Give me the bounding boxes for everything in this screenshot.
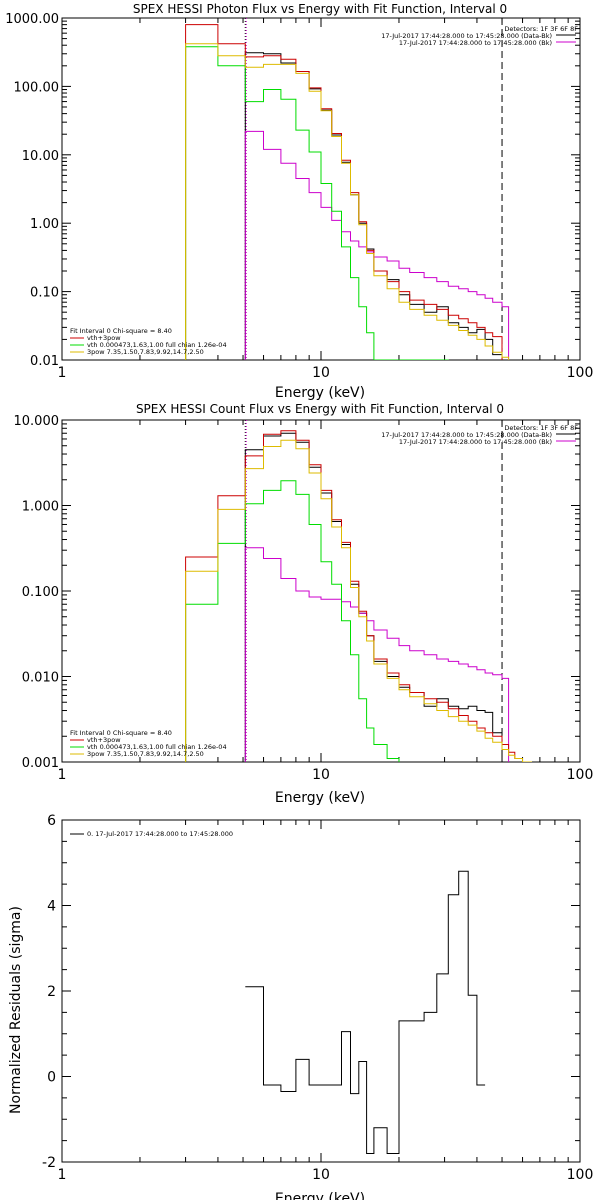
x-tick-label: 100 [567, 1167, 594, 1183]
y-tick-label: 4 [47, 899, 56, 915]
photon-flux-panel: SPEX HESSI Photon Flux vs Energy with Fi… [5, 2, 593, 401]
photon-flux-xlabel: Energy (keV) [275, 385, 365, 401]
y-tick-label: 100.00 [14, 80, 60, 95]
series-vth-3pow-line [185, 24, 503, 360]
series-bk-line [244, 547, 510, 762]
count-flux-legend-right-entry-2: 17-Jul-2017 17:44:28.000 to 17:45:28.000… [399, 438, 552, 446]
y-tick-label: -2 [42, 1155, 56, 1171]
series-3pow-line [185, 439, 532, 762]
residuals-legend-entry-1: 0. 17-Jul-2017 17:44:28.000 to 17:45:28.… [87, 830, 233, 838]
photon-flux-legend-left-entry-2: vth 0.000473,1.63,1.00 full chian 1.26e-… [87, 341, 227, 349]
y-tick-label: 0.001 [22, 756, 59, 771]
count-flux-legend-left-entry-2: vth 0.000473,1.63,1.00 full chian 1.26e-… [87, 743, 227, 751]
photon-flux-legend-left-entry-3: 3pow 7.35,1.50,7.83,9.92,14.7,2.50 [87, 348, 204, 356]
y-tick-label: 2 [47, 984, 56, 1000]
count-flux-panel: SPEX HESSI Count Flux vs Energy with Fit… [14, 402, 594, 806]
residuals-ylabel: Normalized Residuals (sigma) [8, 906, 24, 1114]
count-flux-legend-left-entry-3: 3pow 7.35,1.50,7.83,9.92,14.7,2.50 [87, 750, 204, 758]
y-tick-label: 1000.00 [5, 12, 59, 27]
y-tick-label: 0.100 [22, 585, 59, 600]
photon-flux-title: SPEX HESSI Photon Flux vs Energy with Fi… [133, 2, 507, 16]
series-vth-line [185, 480, 400, 762]
photon-flux-legend-right-header: Detectors: 1F 3F 6F 8F [504, 25, 578, 33]
residuals-xlabel: Energy (keV) [275, 1191, 365, 1200]
series-bk-line [244, 130, 510, 360]
y-tick-label: 10.000 [14, 414, 60, 429]
x-tick-label: 1 [58, 365, 67, 381]
count-flux-xlabel: Energy (keV) [275, 790, 365, 806]
photon-flux-legend-right-entry-2: 17-Jul-2017 17:44:28.000 to 17:45:28.000… [399, 39, 552, 47]
x-tick-label: 1 [58, 767, 67, 783]
y-tick-label: 0.10 [30, 286, 59, 301]
x-tick-label: 100 [567, 365, 594, 381]
y-tick-label: 1.000 [22, 500, 59, 515]
photon-flux-legend-left-header: Fit Interval 0 Chi-square = 8.40 [70, 327, 172, 335]
count-flux-legend-left-entry-1: vth+3pow [87, 736, 121, 744]
x-tick-label: 100 [567, 767, 594, 783]
y-tick-label: 0.010 [22, 671, 59, 686]
count-flux-legend-right-entry-1: 17-Jul-2017 17:44:28.000 to 17:45:28.000… [381, 431, 552, 439]
y-tick-label: 10.00 [22, 149, 59, 164]
photon-flux-legend-left-entry-1: vth+3pow [87, 334, 121, 342]
photon-flux-legend-right-entry-1: 17-Jul-2017 17:44:28.000 to 17:45:28.000… [381, 32, 552, 40]
series-data-bk-line [244, 432, 503, 762]
x-tick-label: 10 [312, 767, 330, 783]
count-flux-legend-right-header: Detectors: 1F 3F 6F 8F [504, 424, 578, 432]
x-tick-label: 10 [312, 1167, 330, 1183]
y-tick-label: 0 [47, 1070, 56, 1086]
y-tick-label: 0.01 [30, 354, 59, 369]
x-tick-label: 10 [312, 365, 330, 381]
residuals-panel: 1 10 100 -2 0 2 4 6 Energy (keV) Normalized Res… [8, 813, 593, 1200]
y-tick-label: 1.00 [30, 217, 59, 232]
y-tick-label: 6 [47, 813, 56, 829]
count-flux-title: SPEX HESSI Count Flux vs Energy with Fit… [136, 402, 504, 416]
count-flux-legend-left-header: Fit Interval 0 Chi-square = 8.40 [70, 729, 172, 737]
series-vth-line [185, 46, 449, 360]
series-0-17-jul-2017-17-44-28-000-to-17-45-28-000-line [245, 870, 486, 1154]
series-vth-3pow-line [185, 430, 532, 762]
series-3pow-line [185, 43, 510, 360]
x-tick-label: 1 [58, 1167, 67, 1183]
